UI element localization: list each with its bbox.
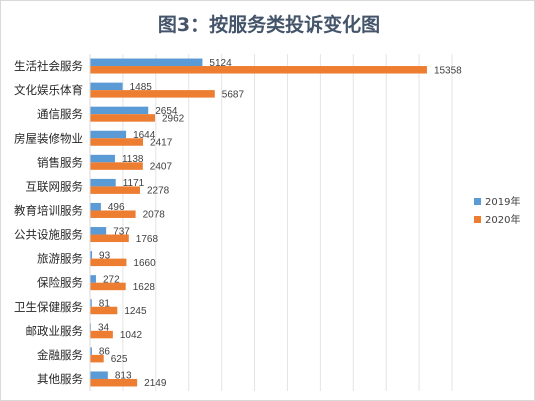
data-label: 272 xyxy=(103,274,120,285)
category-label: 销售服务 xyxy=(37,155,83,169)
category-label: 旅游服务 xyxy=(37,252,83,266)
legend-swatch xyxy=(474,216,481,223)
data-label: 93 xyxy=(99,250,111,261)
bar-series-2 xyxy=(90,186,140,194)
category-label: 邮政业服务 xyxy=(26,324,84,338)
bar-series-2 xyxy=(90,306,118,315)
bar-series-2 xyxy=(90,162,143,170)
data-label: 2149 xyxy=(144,378,167,389)
chart-title: 图3：按服务类投诉变化图 xyxy=(158,13,380,36)
bar-series-1 xyxy=(90,275,96,283)
data-label: 813 xyxy=(115,371,132,382)
data-label: 15358 xyxy=(434,65,462,76)
data-label: 2417 xyxy=(150,138,173,149)
category-label: 通信服务 xyxy=(37,107,83,121)
bar-series-2 xyxy=(90,282,126,291)
bar-series-2 xyxy=(90,66,427,74)
data-label: 1644 xyxy=(133,130,156,141)
category-label: 文化娱乐体育 xyxy=(14,83,83,97)
bar-series-1 xyxy=(90,227,107,235)
category-label: 卫生保健服务 xyxy=(14,300,83,314)
category-label: 其他服务 xyxy=(37,372,83,386)
bar-series-1 xyxy=(90,82,123,91)
bars xyxy=(90,58,427,387)
data-label: 1768 xyxy=(136,234,159,245)
bar-series-2 xyxy=(90,138,144,146)
data-label: 1485 xyxy=(130,82,153,93)
bar-series-1 xyxy=(90,106,149,115)
data-label: 5124 xyxy=(209,58,232,69)
bar-series-1 xyxy=(90,130,127,139)
data-label: 737 xyxy=(113,226,130,237)
bar-series-1 xyxy=(90,178,116,187)
data-label: 1660 xyxy=(133,258,156,269)
bar-series-2 xyxy=(90,90,215,98)
data-label: 1628 xyxy=(133,282,156,293)
bar-series-2 xyxy=(90,354,104,363)
category-label: 生活社会服务 xyxy=(14,59,83,73)
bar-series-1 xyxy=(90,371,108,379)
category-label: 金融服务 xyxy=(37,348,83,362)
data-label: 1042 xyxy=(120,330,143,341)
bar-series-2 xyxy=(90,234,129,243)
data-label: 2278 xyxy=(147,186,170,197)
bar-series-2 xyxy=(90,114,155,122)
legend: 2019年 2020年 xyxy=(474,195,520,226)
data-label: 1245 xyxy=(124,306,147,317)
data-label: 2962 xyxy=(162,113,185,124)
category-labels: 生活社会服务文化娱乐体育通信服务房屋装修物业销售服务互联网服务教育培训服务公共设… xyxy=(14,59,83,386)
data-label: 5687 xyxy=(222,89,245,100)
bar-series-2 xyxy=(90,258,127,267)
data-label: 34 xyxy=(98,323,110,334)
data-label: 81 xyxy=(99,299,111,310)
data-label: 1171 xyxy=(123,178,145,189)
data-label: 2407 xyxy=(150,162,173,173)
category-label: 互联网服务 xyxy=(26,179,84,193)
data-label: 2078 xyxy=(143,210,166,221)
bar-series-1 xyxy=(90,154,115,163)
category-label: 教育培训服务 xyxy=(14,203,83,217)
gridlines xyxy=(122,54,453,391)
bar-series-2 xyxy=(90,210,136,218)
bar-series-2 xyxy=(90,330,113,339)
bar-series-1 xyxy=(90,58,203,67)
data-label: 1138 xyxy=(122,154,144,165)
category-label: 保险服务 xyxy=(37,276,83,290)
bar-series-1 xyxy=(90,299,92,307)
data-label: 86 xyxy=(99,347,111,358)
bar-series-1 xyxy=(90,347,92,355)
legend-label: 2020年 xyxy=(485,213,520,226)
category-label: 房屋装修物业 xyxy=(14,131,83,145)
bar-series-2 xyxy=(90,378,138,387)
bar-series-1 xyxy=(90,202,101,211)
category-label: 公共设施服务 xyxy=(14,228,83,242)
bar-series-1 xyxy=(90,251,93,259)
legend-label: 2019年 xyxy=(485,195,520,208)
legend-swatch xyxy=(474,198,481,205)
data-label: 2654 xyxy=(155,106,178,117)
data-label: 496 xyxy=(108,202,125,213)
data-label: 625 xyxy=(111,354,128,365)
